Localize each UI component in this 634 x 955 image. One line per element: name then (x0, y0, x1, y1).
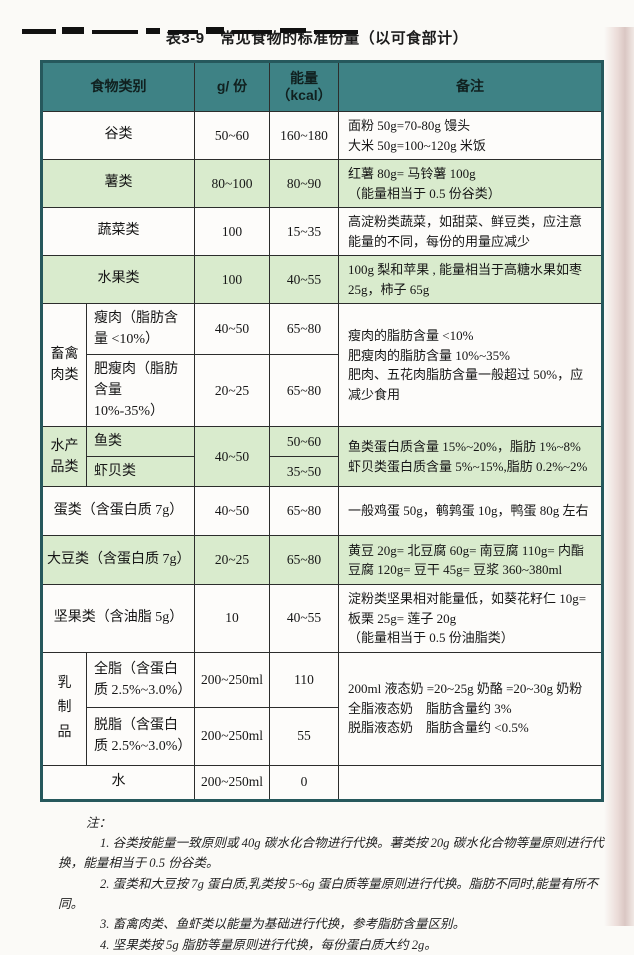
water-remark (339, 765, 603, 800)
livestock-group-label: 畜禽 肉类 (42, 304, 87, 427)
water-energy: 0 (270, 765, 339, 800)
cereal-energy: 160~180 (270, 112, 339, 160)
aquatic-fish-energy: 50~60 (270, 427, 339, 457)
page-edge-shadow (604, 27, 634, 926)
egg-grams: 40~50 (195, 487, 270, 536)
note-item-1: 1. 谷类按能量一致原则或 40g 碳水化合物进行代换。薯类按 20g 碳水化合… (58, 833, 616, 874)
food-portions-table: 食物类别 g/ 份 能量 （kcal） 备注 谷类 50~60 160~180 … (40, 60, 604, 802)
egg-energy: 65~80 (270, 487, 339, 536)
nut-category: 坚果类（含油脂 5g） (42, 585, 195, 653)
header-energy: 能量 （kcal） (270, 62, 339, 112)
aquatic-fish-label: 鱼类 (87, 427, 195, 457)
cereal-grams: 50~60 (195, 112, 270, 160)
livestock-remark: 瘦肉的脂肪含量 <10% 肥瘦肉的脂肪含量 10%~35% 肥肉、五花肉脂肪含量… (339, 304, 603, 427)
dairy-remark: 200ml 液态奶 =20~25g 奶酪 =20~30g 奶粉 全脂液态奶 脂肪… (339, 652, 603, 765)
dairy-group-label: 乳 制 品 (42, 652, 87, 765)
livestock-lean-label: 瘦肉（脂肪含量 <10%） (87, 304, 195, 355)
vegetable-remark: 高淀粉类蔬菜，如甜菜、鲜豆类，应注意能量的不同，每份的用量应减少 (339, 208, 603, 256)
aquatic-shellfish-energy: 35~50 (270, 457, 339, 487)
header-remark: 备注 (339, 62, 603, 112)
livestock-lean-grams: 40~50 (195, 304, 270, 355)
soy-grams: 20~25 (195, 536, 270, 585)
soy-category: 大豆类（含蛋白质 7g） (42, 536, 195, 585)
tuber-grams: 80~100 (195, 160, 270, 208)
cropped-text-artifact (22, 27, 362, 36)
vegetable-category: 蔬菜类 (42, 208, 195, 256)
notes-section: 注： 1. 谷类按能量一致原则或 40g 碳水化合物进行代换。薯类按 20g 碳… (58, 813, 616, 955)
note-item-4: 4. 坚果类按 5g 脂肪等量原则进行代换，每份蛋白质大约 2g。 (58, 935, 616, 955)
vegetable-grams: 100 (195, 208, 270, 256)
fruit-category: 水果类 (42, 256, 195, 304)
dairy-skim-grams: 200~250ml (195, 707, 270, 765)
aquatic-grams: 40~50 (195, 427, 270, 487)
aquatic-shellfish-label: 虾贝类 (87, 457, 195, 487)
cereal-category: 谷类 (42, 112, 195, 160)
livestock-fatty-label: 肥瘦肉（脂肪含量 10%-35%） (87, 355, 195, 427)
soy-energy: 65~80 (270, 536, 339, 585)
note-item-3: 3. 畜禽肉类、鱼虾类以能量为基础进行代换，参考脂肪含量区别。 (58, 914, 616, 934)
egg-category: 蛋类（含蛋白质 7g） (42, 487, 195, 536)
aquatic-remark: 鱼类蛋白质含量 15%~20%，脂肪 1%~8% 虾贝类蛋白质含量 5%~15%… (339, 427, 603, 487)
livestock-fatty-grams: 20~25 (195, 355, 270, 427)
notes-label: 注： (58, 813, 616, 833)
dairy-whole-grams: 200~250ml (195, 652, 270, 707)
cereal-remark: 面粉 50g=70-80g 馒头 大米 50g=100~120g 米饭 (339, 112, 603, 160)
nut-remark: 淀粉类坚果相对能量低，如葵花籽仁 10g= 板栗 25g= 莲子 20g （能量… (339, 585, 603, 653)
water-grams: 200~250ml (195, 765, 270, 800)
aquatic-group-label: 水产 品类 (42, 427, 87, 487)
fruit-grams: 100 (195, 256, 270, 304)
note-item-2: 2. 蛋类和大豆按 7g 蛋白质,乳类按 5~6g 蛋白质等量原则进行代换。脂肪… (58, 874, 616, 915)
fruit-remark: 100g 梨和苹果 , 能量相当于高糖水果如枣 25g，柿子 65g (339, 256, 603, 304)
nut-grams: 10 (195, 585, 270, 653)
tuber-energy: 80~90 (270, 160, 339, 208)
vegetable-energy: 15~35 (270, 208, 339, 256)
livestock-fatty-energy: 65~80 (270, 355, 339, 427)
egg-remark: 一般鸡蛋 50g，鹌鹑蛋 10g，鸭蛋 80g 左右 (339, 487, 603, 536)
dairy-skim-energy: 55 (270, 707, 339, 765)
water-category: 水 (42, 765, 195, 800)
header-grams-per-serving: g/ 份 (195, 62, 270, 112)
tuber-remark: 红薯 80g= 马铃薯 100g （能量相当于 0.5 份谷类） (339, 160, 603, 208)
nut-energy: 40~55 (270, 585, 339, 653)
dairy-whole-label: 全脂（含蛋白质 2.5%~3.0%） (87, 652, 195, 707)
soy-remark: 黄豆 20g= 北豆腐 60g= 南豆腐 110g= 内酯豆腐 120g= 豆干… (339, 536, 603, 585)
dairy-skim-label: 脱脂（含蛋白质 2.5%~3.0%） (87, 707, 195, 765)
header-food-category: 食物类别 (42, 62, 195, 112)
livestock-lean-energy: 65~80 (270, 304, 339, 355)
fruit-energy: 40~55 (270, 256, 339, 304)
tuber-category: 薯类 (42, 160, 195, 208)
dairy-whole-energy: 110 (270, 652, 339, 707)
